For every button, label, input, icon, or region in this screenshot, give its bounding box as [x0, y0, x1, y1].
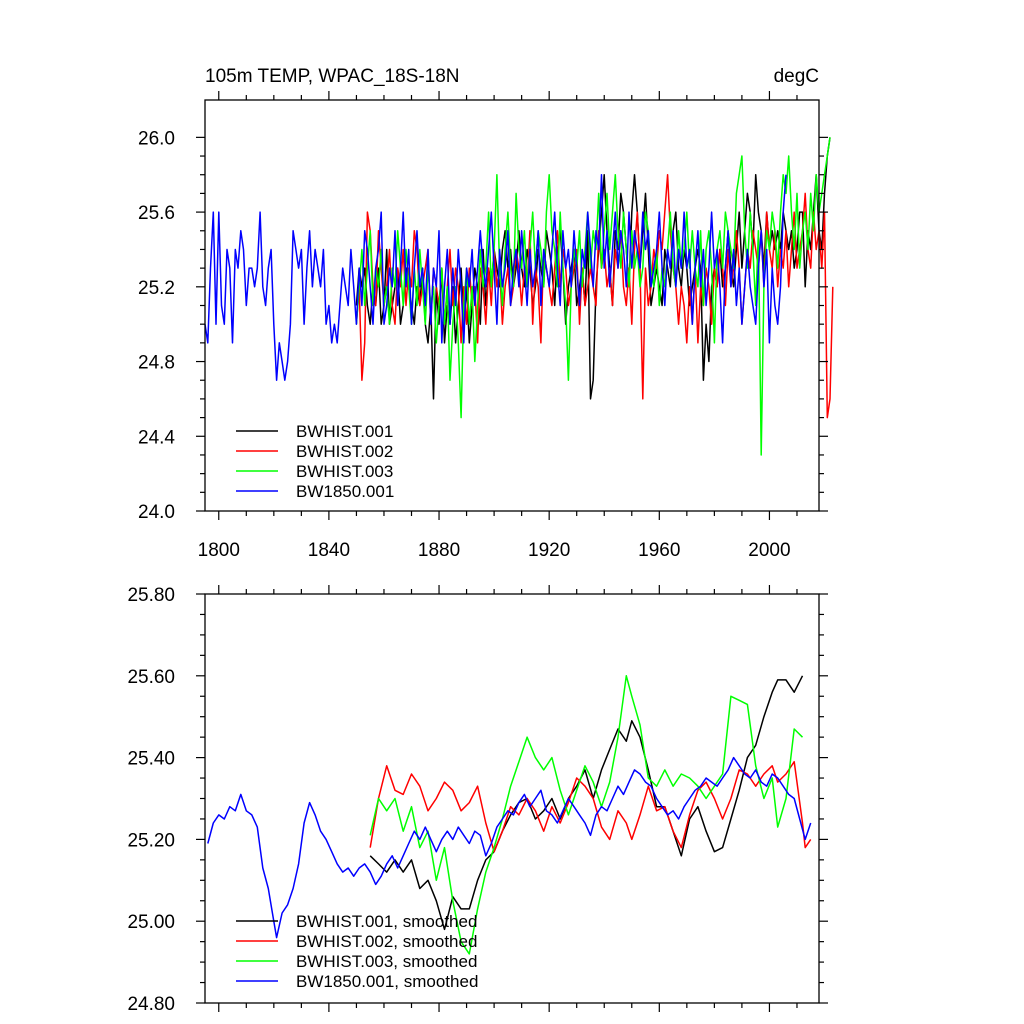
- top-ticks-group: 1800 1840 1880 1920 1960 2000 24.0 24.4 24.8 25.2…: [138, 91, 828, 561]
- y-tick-label: 25.2: [138, 278, 175, 299]
- x-tick-label: 1840: [308, 540, 350, 561]
- legend-label: BWHIST.003, smoothed: [296, 952, 477, 971]
- series-line-bw1850-001: [204, 173, 787, 381]
- y-tick-label: 24.0: [138, 502, 175, 523]
- bottom-panel: 24.80 25.00 25.20 25.40 25.60 25.80 BWHIST.00…: [127, 585, 828, 1015]
- x-tick-label: 1800: [198, 540, 240, 561]
- y-tick-label: 24.8: [138, 353, 175, 374]
- x-tick-label: 1880: [418, 540, 460, 561]
- x-tick-label: 1920: [528, 540, 570, 561]
- y-tick-label: 25.20: [127, 830, 175, 851]
- legend-label: BW1850.001: [296, 482, 394, 501]
- y-tick-label: 24.4: [138, 427, 175, 448]
- legend-label: BWHIST.002, smoothed: [296, 932, 477, 951]
- top-chart-units: degC: [774, 66, 819, 87]
- legend-label: BWHIST.002: [296, 442, 393, 461]
- bottom-ticks-group: 24.80 25.00 25.20 25.40 25.60 25.80: [127, 585, 828, 1015]
- y-tick-label: 25.00: [127, 912, 175, 933]
- series-line-bwhist-003: [355, 137, 831, 456]
- top-chart-title: 105m TEMP, WPAC_18S-18N: [205, 66, 460, 87]
- legend-label: BWHIST.003: [296, 462, 393, 481]
- y-tick-label: 26.0: [138, 128, 175, 149]
- x-tick-label: 1960: [638, 540, 680, 561]
- y-tick-label: 25.6: [138, 203, 175, 224]
- y-tick-label: 25.40: [127, 749, 175, 770]
- series-line-bwhist-002: [355, 173, 834, 419]
- top-series-group: [204, 137, 834, 456]
- legend-label: BW1850.001, smoothed: [296, 972, 478, 991]
- series-line-bw1850-001-smoothed: [207, 756, 812, 939]
- y-tick-label: 25.60: [127, 667, 175, 688]
- top-panel: 1800 1840 1880 1920 1960 2000 24.0 24.4 24.8 25.2…: [138, 66, 834, 561]
- bottom-series-group: [207, 675, 812, 955]
- series-line-bwhist-003-smoothed: [369, 675, 804, 955]
- legend-label: BWHIST.001: [296, 422, 393, 441]
- y-tick-label: 25.80: [127, 585, 175, 606]
- legend-label: BWHIST.001, smoothed: [296, 912, 477, 931]
- y-tick-label: 24.80: [127, 994, 175, 1015]
- x-tick-label: 2000: [748, 540, 790, 561]
- series-line-bwhist-001-smoothed: [369, 675, 804, 931]
